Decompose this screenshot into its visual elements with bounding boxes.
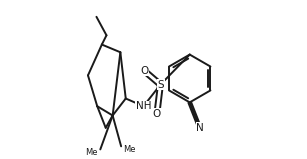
Text: O: O <box>153 109 161 119</box>
Text: Me: Me <box>85 148 98 157</box>
Text: O: O <box>140 66 148 76</box>
Text: N: N <box>196 123 204 133</box>
Text: NH: NH <box>136 101 151 111</box>
Text: Me: Me <box>123 145 136 154</box>
Text: S: S <box>157 80 164 90</box>
